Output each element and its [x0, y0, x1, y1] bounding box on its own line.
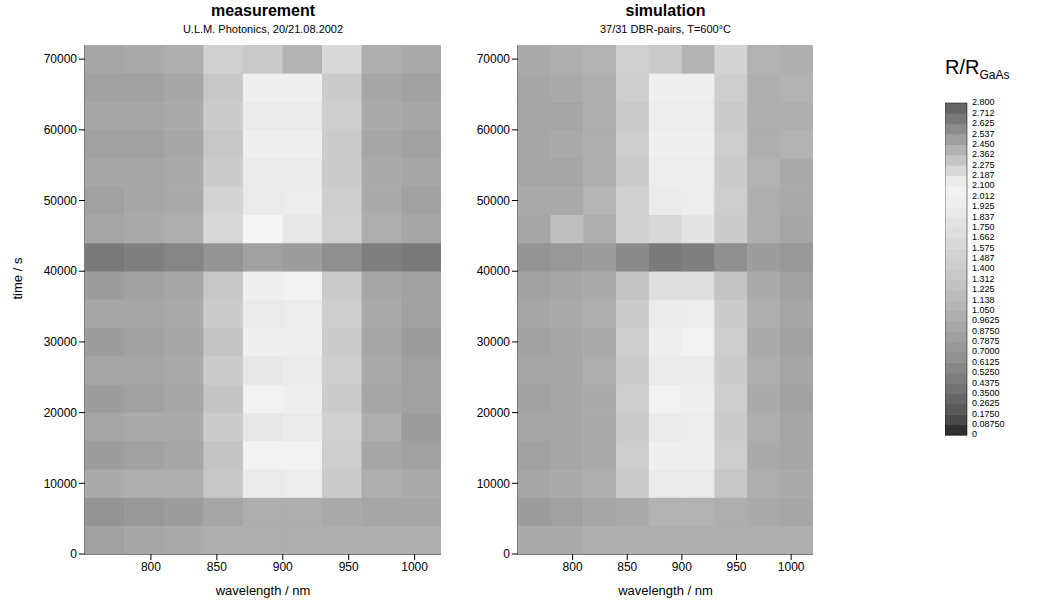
svg-text:2.800: 2.800 [972, 97, 995, 107]
svg-text:900: 900 [273, 560, 293, 574]
svg-text:900: 900 [672, 560, 692, 574]
svg-text:2.275: 2.275 [972, 160, 995, 170]
svg-text:0.6125: 0.6125 [972, 357, 1000, 367]
svg-text:0.7875: 0.7875 [972, 336, 1000, 346]
svg-text:1.750: 1.750 [972, 222, 995, 232]
svg-text:0.1750: 0.1750 [972, 409, 1000, 419]
svg-text:0.2625: 0.2625 [972, 398, 1000, 408]
svg-text:850: 850 [207, 560, 227, 574]
svg-text:950: 950 [727, 560, 747, 574]
svg-text:2.100: 2.100 [972, 180, 995, 190]
svg-text:1.662: 1.662 [972, 232, 995, 242]
svg-text:60000: 60000 [477, 123, 511, 137]
html-text:simulation: simulation [625, 2, 706, 19]
svg-text:1000: 1000 [778, 560, 805, 574]
svg-text:1.225: 1.225 [972, 284, 995, 294]
svg-text:70000: 70000 [44, 52, 78, 66]
svg-text:1.837: 1.837 [972, 212, 995, 222]
svg-text:70000: 70000 [477, 52, 511, 66]
svg-text:20000: 20000 [44, 406, 78, 420]
svg-text:0.9625: 0.9625 [972, 315, 1000, 325]
html-text:R/RGaAs: R/RGaAs [945, 56, 1010, 82]
svg-text:1.138: 1.138 [972, 295, 995, 305]
svg-text:0: 0 [70, 547, 77, 561]
svg-text:1.575: 1.575 [972, 243, 995, 253]
svg-text:wavelength / nm: wavelength / nm [617, 583, 713, 598]
svg-text:time / s: time / s [10, 257, 25, 299]
svg-text:2.362: 2.362 [972, 149, 995, 159]
svg-text:1.400: 1.400 [972, 263, 995, 273]
svg-text:2.712: 2.712 [972, 108, 995, 118]
svg-text:2.537: 2.537 [972, 129, 995, 139]
svg-text:10000: 10000 [477, 477, 511, 491]
svg-text:1.487: 1.487 [972, 253, 995, 263]
svg-text:1.050: 1.050 [972, 305, 995, 315]
html-text:U.L.M. Photonics, 20/21.08.200: U.L.M. Photonics, 20/21.08.2002 [182, 23, 344, 35]
svg-text:850: 850 [617, 560, 637, 574]
svg-text:10000: 10000 [44, 477, 78, 491]
svg-text:0: 0 [972, 429, 977, 439]
svg-text:60000: 60000 [44, 123, 78, 137]
svg-text:800: 800 [563, 560, 583, 574]
svg-text:0: 0 [503, 547, 510, 561]
svg-text:0.3500: 0.3500 [972, 388, 1000, 398]
svg-text:2.187: 2.187 [972, 170, 995, 180]
svg-text:2.450: 2.450 [972, 139, 995, 149]
svg-text:1.312: 1.312 [972, 274, 995, 284]
svg-text:50000: 50000 [44, 194, 78, 208]
svg-text:40000: 40000 [44, 264, 78, 278]
svg-text:wavelength / nm: wavelength / nm [215, 583, 311, 598]
svg-text:2.012: 2.012 [972, 191, 995, 201]
svg-text:0.08750: 0.08750 [972, 419, 1005, 429]
svg-text:1000: 1000 [401, 560, 428, 574]
svg-text:20000: 20000 [477, 406, 511, 420]
svg-text:1.925: 1.925 [972, 201, 995, 211]
svg-text:800: 800 [141, 560, 161, 574]
svg-text:50000: 50000 [477, 194, 511, 208]
svg-text:2.625: 2.625 [972, 118, 995, 128]
svg-text:30000: 30000 [44, 335, 78, 349]
svg-text:30000: 30000 [477, 335, 511, 349]
svg-text:0.7000: 0.7000 [972, 346, 1000, 356]
svg-text:0.4375: 0.4375 [972, 378, 1000, 388]
svg-text:950: 950 [339, 560, 359, 574]
svg-text:0.5250: 0.5250 [972, 367, 1000, 377]
svg-text:40000: 40000 [477, 264, 511, 278]
html-text:measurement: measurement [211, 2, 315, 19]
html-text:37/31 DBR-pairs, T=600°C: 37/31 DBR-pairs, T=600°C [600, 23, 731, 35]
svg-text:0.8750: 0.8750 [972, 326, 1000, 336]
